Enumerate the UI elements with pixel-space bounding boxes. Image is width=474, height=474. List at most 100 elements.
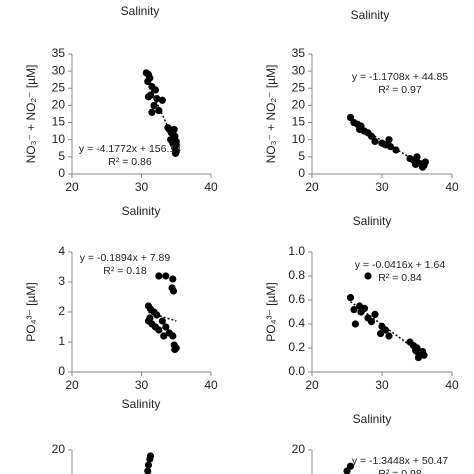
data-point <box>392 146 400 154</box>
y-tick-label: 0.2 <box>288 340 305 354</box>
y-tick-label: 2 <box>58 304 65 318</box>
x-tick-label: 30 <box>135 180 149 194</box>
r-squared: R² = 0.86 <box>108 156 152 168</box>
x-axis-label: Salinity <box>122 204 161 218</box>
data-point <box>151 86 159 94</box>
y-tick-label: 20 <box>52 98 66 112</box>
y-tick-label: 0 <box>58 166 65 180</box>
data-point <box>360 304 369 312</box>
y-tick-label: 20 <box>52 442 66 456</box>
data-point <box>343 467 351 474</box>
data-point <box>144 93 153 101</box>
data-point <box>146 452 155 460</box>
data-point <box>419 163 427 171</box>
data-point <box>367 318 376 326</box>
data-point <box>158 317 166 325</box>
data-point <box>158 96 166 104</box>
data-point <box>150 101 158 110</box>
x-axis-label: Salinity <box>121 4 160 18</box>
data-point <box>144 77 152 86</box>
data-point <box>160 332 168 340</box>
data-point <box>164 124 172 132</box>
data-point <box>153 311 161 319</box>
data-point <box>350 306 358 314</box>
x-tick-label: 40 <box>204 180 218 194</box>
y-tick-label: 20 <box>292 442 306 456</box>
data-point <box>169 332 177 340</box>
y-tick-label: 15 <box>52 115 66 129</box>
y-tick-label: 10 <box>292 132 306 146</box>
y-tick-label: 10 <box>52 132 66 146</box>
data-point <box>171 149 180 158</box>
y-axis-label: PO₄³⁻ [µM] <box>24 282 38 341</box>
y-tick-label: 30 <box>52 63 66 77</box>
x-tick-label: 40 <box>445 378 459 392</box>
x-tick-label: 40 <box>204 378 218 392</box>
y-tick-label: 20 <box>292 98 306 112</box>
data-point <box>412 346 420 354</box>
x-tick-label: 20 <box>305 378 319 392</box>
y-tick-label: 25 <box>292 80 306 94</box>
y-tick-label: 0.4 <box>288 316 305 330</box>
data-point <box>414 354 422 362</box>
data-point <box>371 137 379 146</box>
data-point <box>346 113 355 122</box>
r-squared: R² = 0.97 <box>378 84 422 96</box>
y-tick-label: 0 <box>298 166 305 180</box>
data-point <box>144 461 153 469</box>
equation: y = -0.0416x + 1.64 <box>355 259 446 271</box>
data-point <box>153 94 161 103</box>
data-point <box>162 323 170 331</box>
x-tick-label: 20 <box>65 180 79 194</box>
data-point <box>144 467 152 474</box>
y-tick-label: 15 <box>292 115 306 129</box>
data-point <box>419 348 427 356</box>
y-tick-label: 0.0 <box>288 364 305 378</box>
equation: y = -1.3448x + 50.47 <box>352 455 448 467</box>
data-point <box>155 106 163 115</box>
data-point <box>346 294 355 302</box>
x-tick-label: 20 <box>65 378 79 392</box>
y-tick-label: 35 <box>52 46 66 60</box>
y-tick-label: 5 <box>58 149 65 163</box>
x-tick-label: 40 <box>445 180 459 194</box>
x-axis-label: Salinity <box>353 214 392 228</box>
y-tick-label: 30 <box>292 63 306 77</box>
data-point <box>171 345 179 354</box>
data-point <box>385 332 393 340</box>
equation: y = -0.1894x + 7.89 <box>80 252 171 264</box>
data-point <box>155 326 163 334</box>
y-axis-label: PO₄³⁻ [µM] <box>264 282 278 341</box>
data-point <box>412 160 420 168</box>
y-tick-label: 35 <box>292 46 306 60</box>
r-squared: R² = 0.98 <box>378 468 422 474</box>
x-axis-label: Salinity <box>122 397 161 411</box>
y-axis-label: NO₃⁻ + NO₂⁻ [µM] <box>264 65 278 164</box>
data-point <box>162 272 170 280</box>
y-tick-label: 0 <box>58 364 65 378</box>
data-point <box>367 132 376 140</box>
data-point <box>168 284 176 292</box>
data-point <box>148 108 156 116</box>
x-tick-label: 30 <box>375 180 389 194</box>
r-squared: R² = 0.84 <box>378 272 422 284</box>
equation: y = -4.1772x + 156.14 <box>79 143 181 155</box>
data-point <box>377 330 385 338</box>
y-tick-label: 5 <box>298 149 305 163</box>
data-point <box>169 275 177 283</box>
x-tick-label: 20 <box>305 180 319 194</box>
data-point <box>170 125 178 134</box>
y-tick-label: 1 <box>58 334 65 348</box>
equation: y = -1.1708x + 44.85 <box>352 71 448 83</box>
y-tick-label: 25 <box>52 80 66 94</box>
y-tick-label: 0.6 <box>288 292 305 306</box>
y-tick-label: 0.8 <box>288 268 305 282</box>
y-tick-label: 3 <box>58 274 65 288</box>
data-point <box>385 136 393 144</box>
data-point <box>413 153 421 161</box>
y-tick-label: 4 <box>58 244 65 258</box>
y-tick-label: 1.0 <box>288 244 305 258</box>
data-point <box>371 310 379 318</box>
